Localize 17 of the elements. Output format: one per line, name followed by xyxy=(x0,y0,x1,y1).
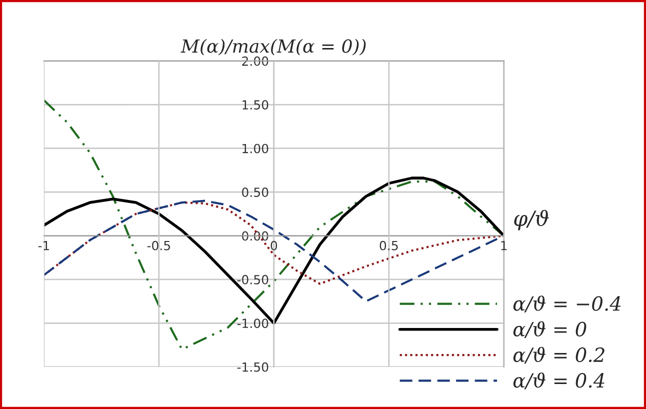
x-tick-label: 0 xyxy=(270,240,278,250)
text: α/ϑ = −0.4 xyxy=(513,296,621,312)
y-tick-label: -0.50 xyxy=(237,274,268,284)
y-tick-label: 1.50 xyxy=(242,100,268,110)
y-tick-label: 0.50 xyxy=(242,188,268,197)
y-tick-label: -1.00 xyxy=(237,318,268,328)
text: α/ϑ = 0.4 xyxy=(513,372,604,390)
x-axis-title: φ/ϑ xyxy=(514,210,549,230)
y-tick-label: 1.00 xyxy=(242,144,268,154)
x-tick-label: -0.5 xyxy=(147,240,170,250)
chart-title: M(α)/max(M(α = 0)) xyxy=(180,38,366,56)
x-tick-label: 0.5 xyxy=(380,240,398,250)
x-tick-label: -1 xyxy=(38,241,50,250)
y-tick-label: -1.50 xyxy=(237,362,268,372)
text: α/ϑ = 0 xyxy=(513,321,586,338)
x-tick-label: 1 xyxy=(501,241,507,250)
text: α/ϑ = 0.2 xyxy=(513,346,604,364)
